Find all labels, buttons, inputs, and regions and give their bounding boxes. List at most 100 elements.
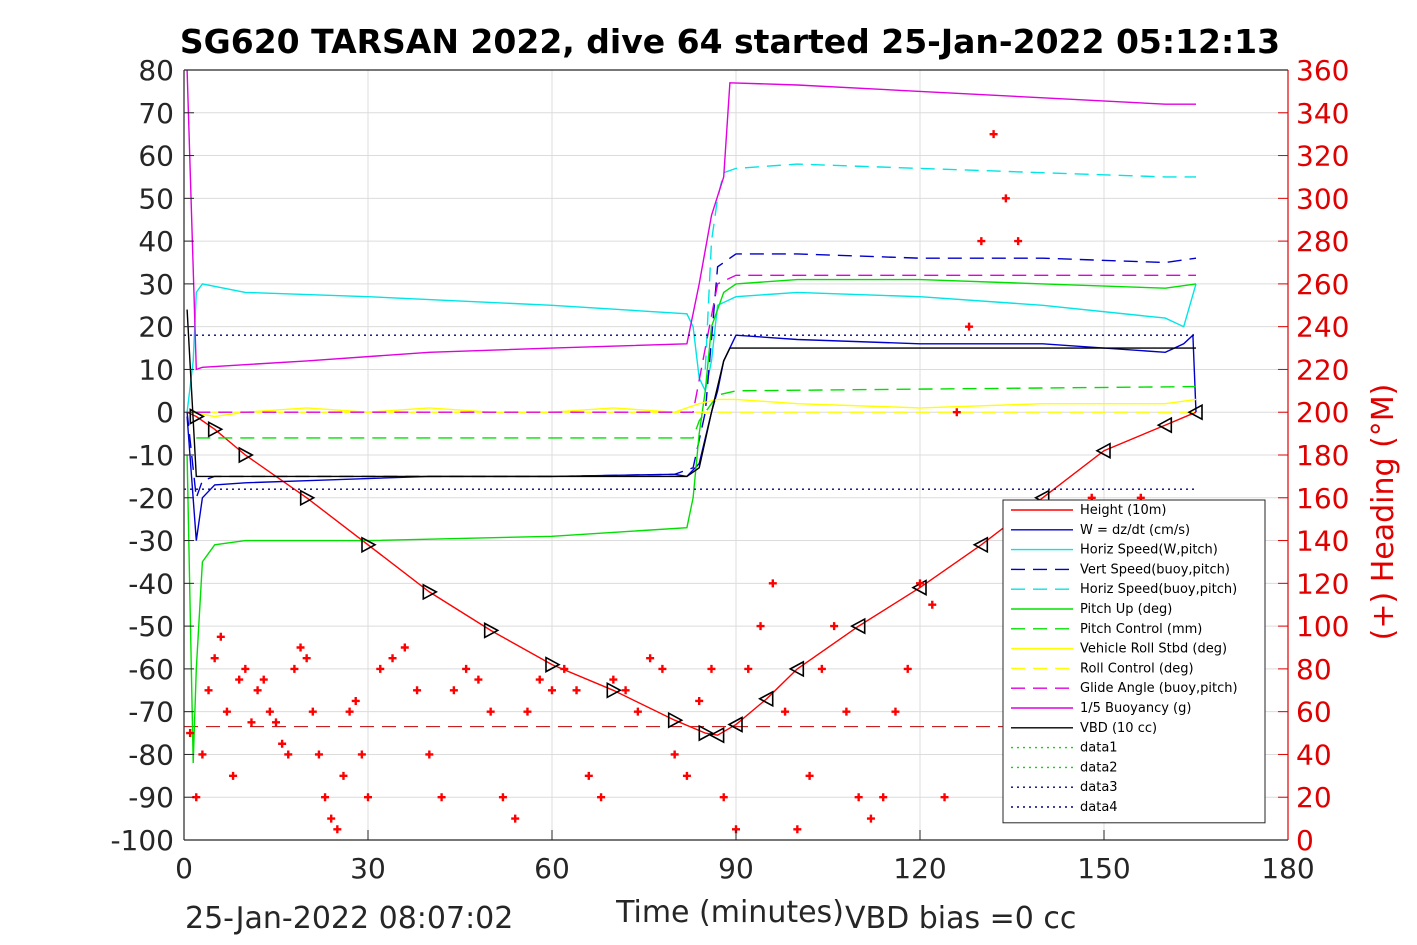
heading-point [364, 793, 372, 802]
heading-point [413, 686, 422, 695]
x-tick-label: 0 [175, 852, 193, 885]
height-marker [238, 446, 254, 464]
series-line-7 [189, 398, 1197, 418]
right-tick-label: 100 [1296, 610, 1349, 643]
legend: Height (10m) W = dz/dt (cm/s) Horiz Speed(… [1002, 499, 1266, 824]
height-marker [1095, 442, 1111, 460]
height-marker [189, 408, 205, 425]
y-tick-label: -10 [128, 439, 174, 472]
heading-point [989, 130, 998, 139]
y-tick-label: -60 [128, 653, 174, 686]
heading-point [903, 664, 912, 673]
legend-label: Roll Control (deg) [1080, 661, 1194, 676]
series-line-0 [186, 411, 1197, 736]
heading-point [793, 825, 802, 834]
heading-point [437, 793, 446, 802]
heading-point [670, 750, 679, 759]
heading-point [511, 814, 520, 823]
y-tick-label: -90 [128, 781, 174, 814]
heading-point [646, 654, 655, 663]
heading-point [186, 729, 195, 738]
heading-point [388, 654, 397, 663]
y-tick-label: 50 [138, 182, 174, 215]
legend-label: Vert Speed(buoy,pitch) [1080, 562, 1230, 577]
series-line-10 [186, 69, 1196, 371]
legend-label: Horiz Speed(W,pitch) [1080, 543, 1218, 558]
height-marker [667, 711, 684, 729]
heading-point [357, 750, 366, 759]
y-tick-label: -40 [128, 567, 174, 600]
heading-point [235, 675, 244, 684]
heading-point [308, 707, 317, 716]
legend-label: 1/5 Buoyancy (g) [1080, 701, 1191, 716]
heading-point [584, 771, 593, 780]
y-tick-label: 70 [138, 97, 174, 130]
heading-point [768, 579, 777, 588]
legend-label: Glide Angle (buoy,pitch) [1080, 681, 1238, 696]
x-axis-label: Time (minutes) [615, 895, 844, 930]
x-tick-label: 60 [534, 852, 570, 885]
heading-point [633, 707, 642, 716]
y-tick-label: -50 [128, 610, 174, 643]
heading-point [265, 707, 274, 716]
heading-point [781, 707, 790, 716]
heading-point [719, 793, 728, 802]
right-tick-label: 300 [1296, 182, 1349, 215]
heading-point [284, 750, 293, 759]
right-tick-label: 240 [1296, 311, 1349, 344]
legend-label: data4 [1080, 800, 1118, 815]
height-marker [972, 536, 989, 554]
heading-point [695, 696, 704, 705]
plot-area [184, 69, 1203, 834]
vbd-bias-label: VBD bias =0 cc [845, 901, 1076, 936]
heading-point [351, 696, 360, 705]
heading-point [278, 739, 287, 748]
heading-point [216, 632, 225, 641]
right-tick-label: 220 [1296, 353, 1349, 386]
right-tick-label: 360 [1296, 54, 1349, 87]
height-marker [850, 617, 866, 635]
right-tick-label: 340 [1296, 97, 1349, 130]
height-marker [545, 656, 561, 673]
heading-point [744, 664, 753, 673]
heading-point [658, 664, 667, 673]
series-line-5 [186, 278, 1197, 764]
series-line-9 [196, 274, 1196, 413]
x-tick-label: 180 [1261, 852, 1314, 885]
heading-point [879, 793, 888, 802]
heading-point [339, 771, 348, 780]
height-marker [708, 726, 725, 744]
heading-point [707, 664, 716, 673]
legend-label: data2 [1080, 760, 1118, 775]
heading-point [621, 686, 630, 695]
x-tick-label: 30 [350, 852, 386, 885]
heading-point [830, 622, 839, 631]
heading-point [952, 408, 961, 417]
heading-point [928, 600, 937, 609]
heading-point [682, 771, 691, 780]
heading-point [486, 707, 495, 716]
right-tick-label: 180 [1296, 439, 1349, 472]
legend-label: Pitch Up (deg) [1080, 602, 1172, 617]
series-line-6 [196, 385, 1197, 439]
footer-timestamp: 25-Jan-2022 08:07:02 [185, 901, 513, 936]
heading-point [977, 237, 986, 246]
height-marker [698, 724, 714, 742]
right-tick-label: 200 [1296, 396, 1349, 429]
heading-point [866, 814, 875, 823]
series-line-11 [186, 309, 1196, 478]
heading-point [842, 707, 851, 716]
height-marker [758, 690, 774, 708]
heading-point [272, 718, 280, 727]
right-tick-label: 120 [1296, 567, 1349, 600]
y-tick-label: -80 [128, 738, 174, 771]
heading-point [204, 686, 213, 695]
height-marker [1187, 403, 1203, 421]
height-marker [788, 660, 805, 678]
heading-point [523, 707, 532, 716]
right-tick-label: 280 [1296, 225, 1349, 258]
heading-point [817, 664, 826, 673]
height-marker [299, 489, 316, 507]
heading-point [376, 664, 385, 673]
